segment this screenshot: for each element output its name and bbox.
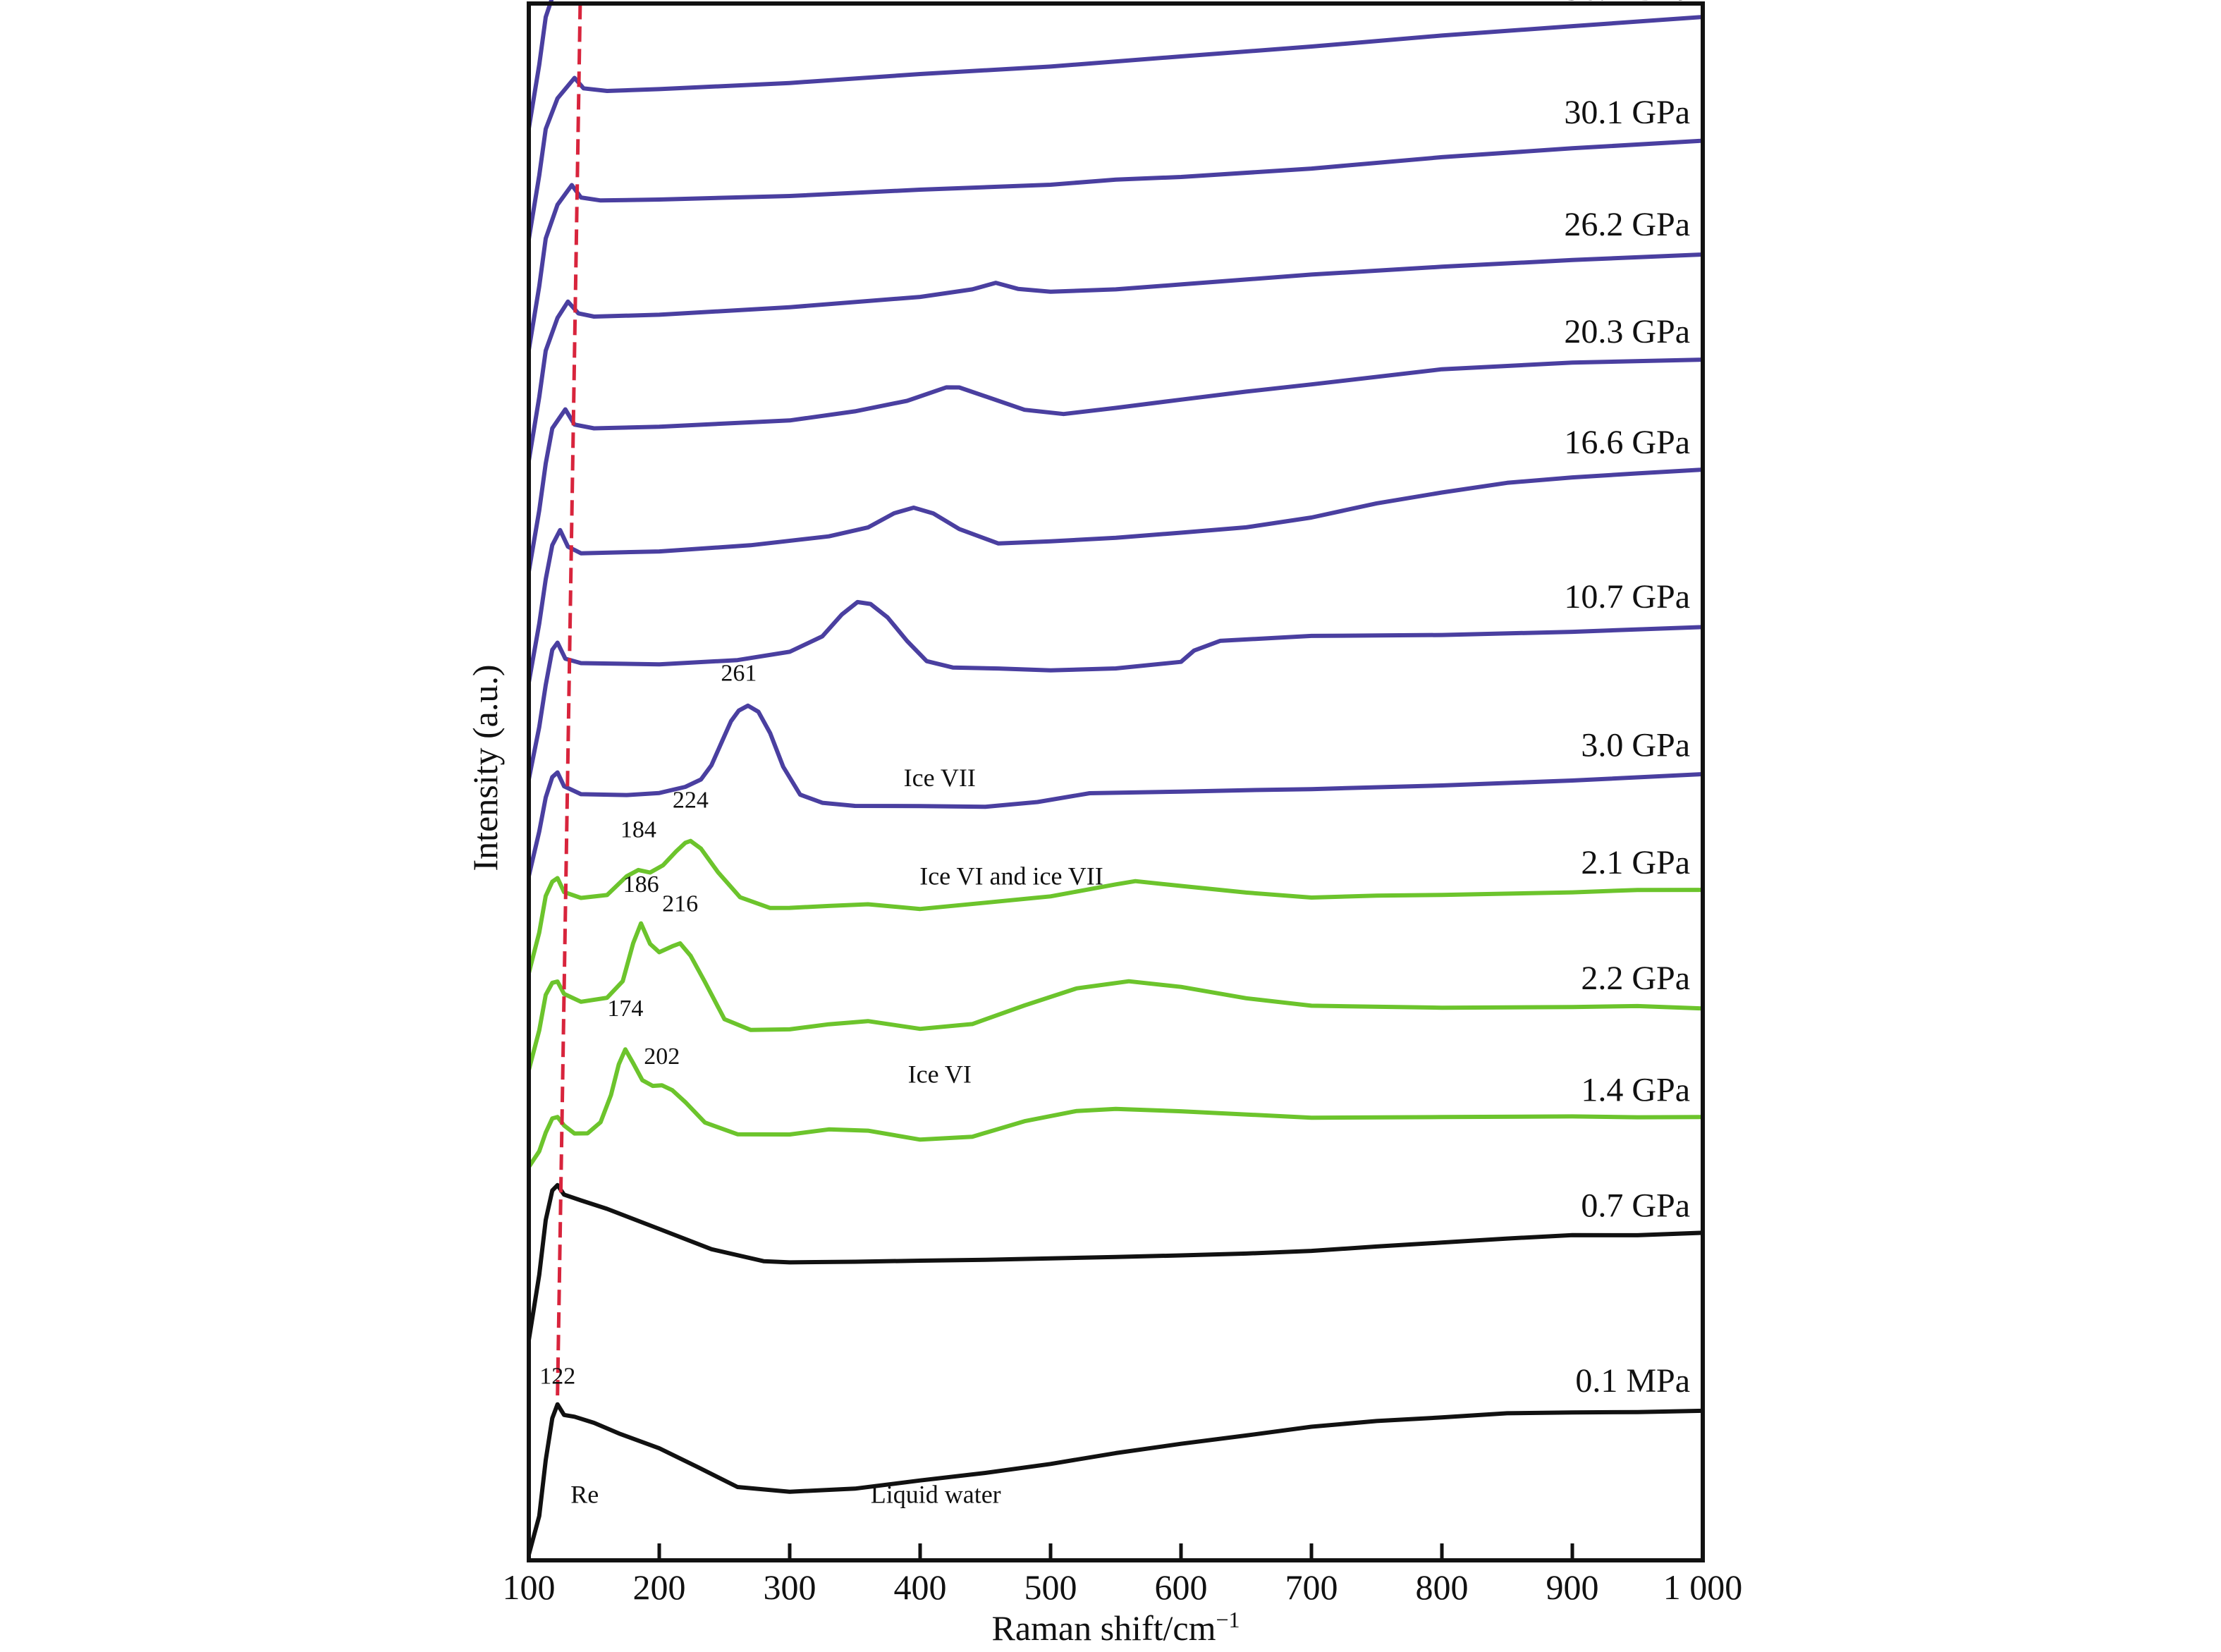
x-axis-title-superscript: −1	[1216, 1607, 1240, 1632]
x-tick-label: 300	[764, 1567, 816, 1607]
peak-shift-dashed-line	[556, 0, 582, 1396]
pressure-label: 3.0 GPa	[1581, 726, 1690, 764]
pressure-label: 16.6 GPa	[1564, 424, 1690, 461]
x-tick-label: 200	[633, 1567, 686, 1607]
x-axis-title-text: Raman shift/cm	[991, 1608, 1216, 1648]
phase-label: Liquid water	[871, 1480, 1001, 1508]
peak-label: 184	[620, 817, 656, 843]
peak-label: 216	[662, 891, 698, 917]
pressure-label: 10.7 GPa	[1564, 578, 1690, 616]
pressure-label: 20.3 GPa	[1564, 313, 1690, 350]
spectra-traces	[527, 0, 1705, 1557]
x-axis-title: Raman shift/cm−1	[991, 1607, 1240, 1648]
y-axis-title: Intensity (a.u.)	[465, 665, 505, 871]
phase-labels: Ice VII Ice VI and ice VII Ice VI Re Liquid …	[570, 764, 1103, 1508]
pressure-label: 0.7 GPa	[1581, 1187, 1690, 1224]
spectrum-trace	[527, 1047, 1705, 1170]
pressure-labels: 0.1 MPa 0.7 GPa 1.4 GPa 2.2 GPa 2.1 GPa 3.0 G…	[1564, 0, 1690, 1400]
peak-labels: 140261224184186216174202122	[539, 661, 757, 1390]
pressure-label: 30.1 GPa	[1564, 94, 1690, 131]
spectrum-trace	[527, 703, 1705, 879]
x-tick-label: 400	[894, 1567, 947, 1607]
pressure-label: 2.2 GPa	[1581, 960, 1690, 997]
x-tick-label: 700	[1285, 1567, 1338, 1607]
plot-frame	[527, 1, 1705, 1562]
spectrum-trace	[527, 252, 1705, 463]
peak-label: 186	[623, 871, 659, 898]
peak-label: 261	[721, 661, 757, 687]
phase-label: Re	[570, 1480, 599, 1508]
pressure-label: 2.1 GPa	[1581, 844, 1690, 881]
x-tick-label: 600	[1155, 1567, 1208, 1607]
phase-label: Ice VI and ice VII	[919, 862, 1103, 890]
peak-label: 174	[607, 996, 643, 1022]
spectrum-trace	[527, 838, 1705, 976]
spectrum-trace	[527, 138, 1705, 353]
spectrum-trace	[527, 599, 1705, 782]
phase-label: Ice VII	[904, 764, 976, 792]
spectrum-trace	[527, 921, 1705, 1072]
phase-label: Ice VI	[908, 1060, 972, 1088]
x-tick-label: 500	[1024, 1567, 1077, 1607]
x-tick-label: 1 000	[1663, 1567, 1743, 1607]
x-axis-ticks: 100 200 300 400 500 600 700 800 900 1 000	[503, 1543, 1743, 1607]
pressure-label: 26.2 GPa	[1564, 206, 1690, 243]
pressure-label: 1.4 GPa	[1581, 1071, 1690, 1108]
spectrum-trace	[527, 1402, 1705, 1557]
spectrum-trace	[527, 15, 1705, 242]
peak-label: 224	[673, 787, 709, 813]
spectrum-trace	[527, 357, 1705, 574]
spectrum-trace	[527, 467, 1705, 685]
spectrum-trace	[527, 1182, 1705, 1342]
x-tick-label: 100	[503, 1567, 556, 1607]
peak-label: 202	[644, 1044, 680, 1070]
x-tick-label: 900	[1546, 1567, 1599, 1607]
peak-label: 122	[539, 1363, 575, 1389]
peak-shift-guide	[556, 0, 582, 1396]
x-tick-label: 800	[1416, 1567, 1469, 1607]
pressure-label: 0.1 MPa	[1575, 1362, 1690, 1400]
